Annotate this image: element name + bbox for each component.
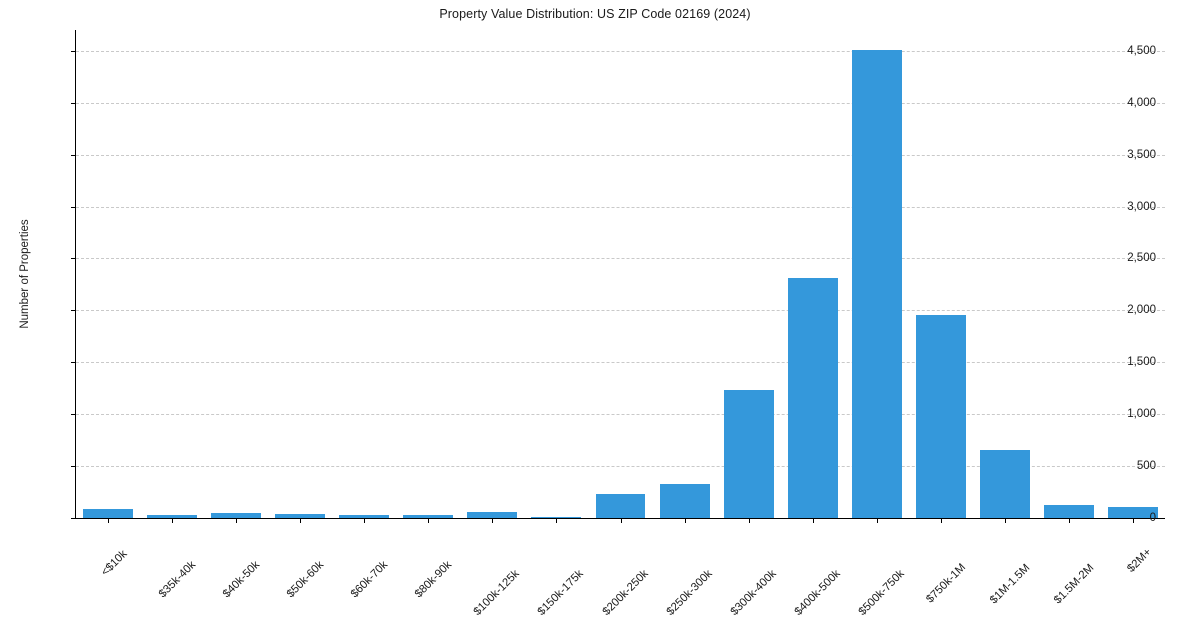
x-tick-label: $40k-50k bbox=[220, 558, 263, 601]
x-tick-mark bbox=[108, 518, 110, 523]
x-tick-label: $1.5M-2M bbox=[1051, 561, 1097, 607]
x-tick-label: $2M+ bbox=[1125, 546, 1154, 575]
bar[interactable] bbox=[403, 514, 454, 518]
bar[interactable] bbox=[723, 390, 774, 518]
y-tick-mark bbox=[71, 518, 76, 519]
y-tick-mark bbox=[71, 258, 76, 260]
x-tick-mark bbox=[236, 518, 238, 523]
y-tick-label: 4,500 bbox=[1127, 44, 1156, 57]
bar[interactable] bbox=[83, 508, 133, 518]
y-tick-label: 1,000 bbox=[1127, 408, 1156, 421]
x-tick-mark bbox=[684, 518, 686, 523]
plot-area: Number of Properties 0 500 1,000 1,500 2,000… bbox=[19, 30, 1165, 618]
x-tick-mark bbox=[620, 518, 622, 523]
bar[interactable] bbox=[147, 515, 198, 518]
x-tick-label: $250k-300k bbox=[664, 567, 715, 618]
bar[interactable] bbox=[339, 514, 390, 518]
x-tick-label: $500k-750k bbox=[856, 567, 907, 618]
y-tick-label: 0 bbox=[1149, 512, 1156, 524]
y-axis-label: Number of Properties bbox=[19, 219, 31, 329]
y-tick-mark bbox=[71, 154, 76, 156]
x-tick-label: $150k-175k bbox=[535, 567, 587, 618]
x-tick-mark bbox=[364, 518, 366, 523]
x-tick-mark bbox=[556, 518, 558, 523]
y-tick-mark bbox=[71, 362, 76, 364]
y-tick-label: 3,500 bbox=[1127, 148, 1156, 161]
x-tick-mark bbox=[812, 518, 814, 523]
bar[interactable] bbox=[467, 511, 518, 518]
y-tick-label: 500 bbox=[1136, 460, 1156, 473]
bar[interactable] bbox=[915, 314, 966, 518]
bar[interactable] bbox=[787, 277, 838, 518]
x-tick-label: $300k-400k bbox=[728, 567, 779, 618]
bar[interactable] bbox=[275, 513, 326, 518]
x-tick-label: $400k-500k bbox=[792, 567, 843, 618]
y-tick-mark bbox=[71, 50, 76, 52]
x-tick-label: $80k-90k bbox=[413, 558, 455, 601]
x-tick-mark bbox=[492, 518, 494, 523]
bar-series bbox=[76, 30, 1165, 518]
bar[interactable] bbox=[211, 512, 262, 518]
x-tick-mark bbox=[748, 518, 750, 523]
x-tick-mark bbox=[1004, 518, 1006, 523]
x-tick-label: $200k-250k bbox=[600, 567, 651, 618]
bar[interactable] bbox=[1043, 504, 1094, 518]
bar[interactable] bbox=[1107, 506, 1158, 518]
x-tick-mark bbox=[300, 518, 302, 523]
x-tick-label: $35k-40k bbox=[156, 558, 199, 601]
bar[interactable] bbox=[659, 484, 710, 518]
y-tick-mark bbox=[71, 206, 76, 208]
x-tick-mark bbox=[428, 518, 430, 523]
y-tick-mark bbox=[71, 466, 76, 468]
y-tick-label: 1,500 bbox=[1127, 356, 1156, 369]
y-tick-mark bbox=[71, 310, 76, 312]
x-tick-label: $50k-60k bbox=[284, 558, 327, 601]
chart-title: Property Value Distribution: US ZIP Code… bbox=[439, 7, 751, 21]
x-tick-mark bbox=[876, 518, 878, 523]
x-tick-label: $100k-125k bbox=[471, 567, 523, 618]
chart-figure: Property Value Distribution: US ZIP Code… bbox=[19, 7, 1165, 618]
x-tick-mark bbox=[172, 518, 174, 523]
x-tick-label: <$10k bbox=[99, 547, 130, 579]
x-tick-mark bbox=[1068, 518, 1070, 523]
x-tick-mark bbox=[1132, 518, 1134, 523]
bar[interactable] bbox=[531, 516, 582, 518]
y-tick-label: 2,500 bbox=[1127, 252, 1156, 265]
bar[interactable] bbox=[979, 450, 1030, 518]
bar[interactable] bbox=[851, 49, 902, 518]
y-tick-label: 3,000 bbox=[1127, 200, 1156, 213]
y-tick-mark bbox=[71, 414, 76, 416]
y-tick-label: 2,000 bbox=[1127, 304, 1156, 317]
x-tick-mark bbox=[940, 518, 942, 523]
x-tick-label: $1M-1.5M bbox=[987, 561, 1033, 607]
y-tick-label: 4,000 bbox=[1127, 96, 1156, 109]
bar[interactable] bbox=[595, 494, 646, 518]
x-tick-label: $750k-1M bbox=[923, 561, 968, 606]
x-tick-label: $60k-70k bbox=[348, 558, 391, 601]
y-tick-mark bbox=[71, 102, 76, 104]
